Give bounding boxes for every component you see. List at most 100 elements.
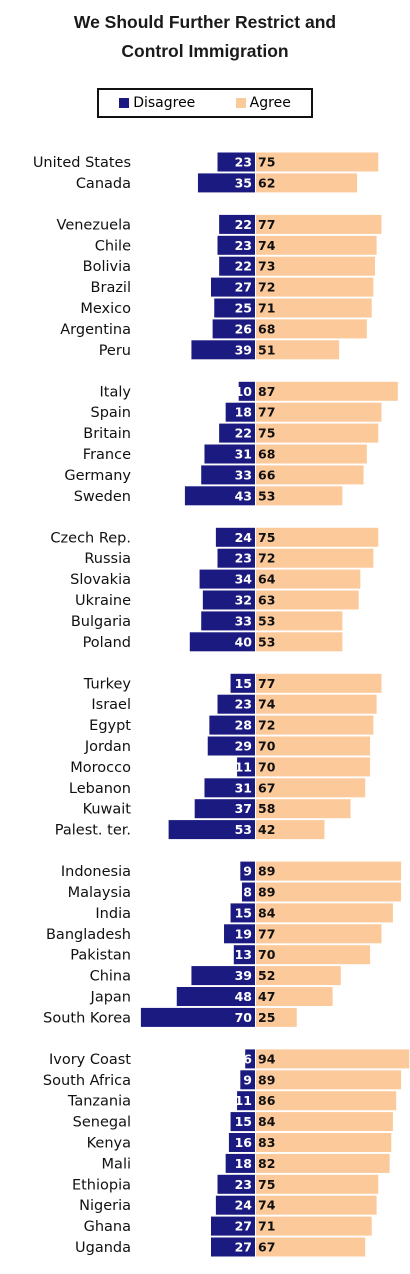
bar-disagree-united-states bbox=[217, 152, 255, 172]
bar-disagree-ghana bbox=[210, 1216, 255, 1236]
value-agree-britain: 75 bbox=[258, 426, 275, 441]
value-agree-uganda: 67 bbox=[258, 1240, 275, 1255]
value-disagree-canada: 35 bbox=[235, 175, 252, 190]
bar-disagree-uganda bbox=[210, 1237, 255, 1257]
value-disagree-bangladesh: 19 bbox=[235, 926, 252, 941]
value-disagree-turkey: 15 bbox=[235, 676, 252, 691]
value-agree-chile: 74 bbox=[258, 238, 276, 253]
country-label-tanzania: Tanzania bbox=[67, 1094, 131, 1110]
value-agree-india: 84 bbox=[258, 905, 276, 920]
country-label-brazil: Brazil bbox=[91, 280, 131, 296]
value-disagree-lebanon: 31 bbox=[235, 780, 252, 795]
bar-disagree-slovakia bbox=[199, 569, 255, 589]
value-disagree-japan: 48 bbox=[235, 989, 252, 1004]
bar-disagree-poland bbox=[189, 632, 255, 652]
bar-disagree-italy bbox=[238, 381, 255, 401]
value-agree-bolivia: 73 bbox=[258, 259, 275, 274]
bar-disagree-morocco bbox=[237, 757, 255, 777]
bar-disagree-egypt bbox=[209, 715, 255, 735]
bar-agree-peru bbox=[256, 340, 340, 360]
value-disagree-peru: 39 bbox=[235, 342, 252, 357]
bar-disagree-china bbox=[191, 966, 255, 986]
country-label-chile: Chile bbox=[95, 238, 131, 254]
value-disagree-germany: 33 bbox=[235, 467, 252, 482]
value-agree-spain: 77 bbox=[258, 405, 275, 420]
bar-agree-morocco bbox=[256, 757, 371, 777]
country-label-britain: Britain bbox=[83, 426, 131, 442]
legend-label-agree: Agree bbox=[249, 95, 291, 111]
value-disagree-israel: 23 bbox=[235, 697, 252, 712]
bar-disagree-jordan bbox=[207, 736, 255, 756]
value-disagree-chile: 23 bbox=[235, 238, 252, 253]
value-disagree-italy: 10 bbox=[235, 384, 253, 399]
bar-agree-jordan bbox=[256, 736, 371, 756]
bar-agree-kenya bbox=[256, 1133, 392, 1152]
value-agree-tanzania: 86 bbox=[258, 1093, 276, 1108]
country-label-china: China bbox=[90, 969, 131, 985]
bar-agree-ivory-coast bbox=[256, 1049, 410, 1069]
value-agree-turkey: 77 bbox=[258, 676, 275, 691]
bar-agree-lebanon bbox=[256, 778, 366, 798]
bar-agree-bolivia bbox=[256, 256, 375, 276]
bar-disagree-brazil bbox=[210, 277, 255, 297]
bar-disagree-japan bbox=[176, 987, 255, 1006]
country-label-pakistan: Pakistan bbox=[70, 948, 131, 964]
value-disagree-china: 39 bbox=[235, 968, 252, 983]
legend-swatch-agree bbox=[235, 98, 246, 108]
value-agree-bangladesh: 77 bbox=[258, 926, 275, 941]
value-disagree-bulgaria: 33 bbox=[235, 613, 252, 628]
country-label-germany: Germany bbox=[64, 468, 131, 484]
value-agree-lebanon: 67 bbox=[258, 780, 275, 795]
bar-disagree-nigeria bbox=[215, 1195, 255, 1215]
value-agree-sweden: 53 bbox=[258, 488, 275, 503]
bar-agree-bangladesh bbox=[256, 924, 382, 944]
bar-agree-malaysia bbox=[256, 882, 402, 902]
bar-agree-bulgaria bbox=[256, 611, 343, 631]
bar-agree-sweden bbox=[256, 486, 343, 506]
bar-disagree-tanzania bbox=[237, 1091, 255, 1111]
value-agree-egypt: 72 bbox=[258, 718, 275, 733]
bar-disagree-britain bbox=[219, 423, 255, 443]
value-agree-malaysia: 89 bbox=[258, 885, 275, 900]
bar-disagree-malaysia bbox=[241, 882, 255, 902]
value-agree-ghana: 71 bbox=[258, 1219, 275, 1234]
value-agree-germany: 66 bbox=[258, 467, 276, 482]
country-label-ukraine: Ukraine bbox=[75, 593, 131, 609]
country-label-sweden: Sweden bbox=[74, 489, 131, 505]
legend-item-disagree: Disagree bbox=[119, 95, 195, 111]
bar-agree-japan bbox=[256, 987, 333, 1006]
country-label-south-korea: South Korea bbox=[43, 1010, 131, 1026]
value-disagree-palest-ter: 53 bbox=[235, 822, 252, 837]
value-agree-venezuela: 77 bbox=[258, 217, 275, 232]
value-disagree-united-states: 23 bbox=[235, 155, 252, 170]
country-label-canada: Canada bbox=[76, 176, 131, 192]
value-agree-poland: 53 bbox=[258, 634, 275, 649]
bar-disagree-lebanon bbox=[204, 778, 255, 798]
bar-disagree-bangladesh bbox=[224, 924, 255, 944]
value-agree-kenya: 83 bbox=[258, 1135, 275, 1150]
value-disagree-pakistan: 13 bbox=[235, 947, 252, 962]
legend-item-agree: Agree bbox=[235, 95, 291, 111]
country-label-israel: Israel bbox=[91, 697, 131, 713]
value-agree-south-africa: 89 bbox=[258, 1072, 275, 1087]
value-disagree-south-korea: 70 bbox=[235, 1010, 253, 1025]
country-label-ethiopia: Ethiopia bbox=[72, 1177, 131, 1193]
value-disagree-brazil: 27 bbox=[235, 280, 252, 295]
bar-disagree-bolivia bbox=[219, 256, 255, 276]
bar-agree-palest-ter bbox=[256, 820, 325, 840]
bar-agree-ukraine bbox=[256, 590, 359, 610]
value-disagree-slovakia: 34 bbox=[235, 572, 253, 587]
bar-agree-south-africa bbox=[256, 1070, 402, 1090]
bar-disagree-canada bbox=[197, 173, 255, 193]
country-label-senegal: Senegal bbox=[73, 1115, 131, 1131]
country-label-indonesia: Indonesia bbox=[61, 864, 131, 880]
bar-disagree-kenya bbox=[228, 1133, 255, 1152]
bar-agree-mexico bbox=[256, 298, 372, 318]
bar-agree-kuwait bbox=[256, 799, 351, 819]
country-label-italy: Italy bbox=[100, 384, 132, 400]
value-disagree-south-africa: 9 bbox=[243, 1072, 252, 1087]
bar-agree-pakistan bbox=[256, 945, 371, 965]
country-label-bolivia: Bolivia bbox=[83, 259, 131, 275]
bar-disagree-indonesia bbox=[240, 861, 255, 881]
country-label-kuwait: Kuwait bbox=[83, 802, 132, 818]
